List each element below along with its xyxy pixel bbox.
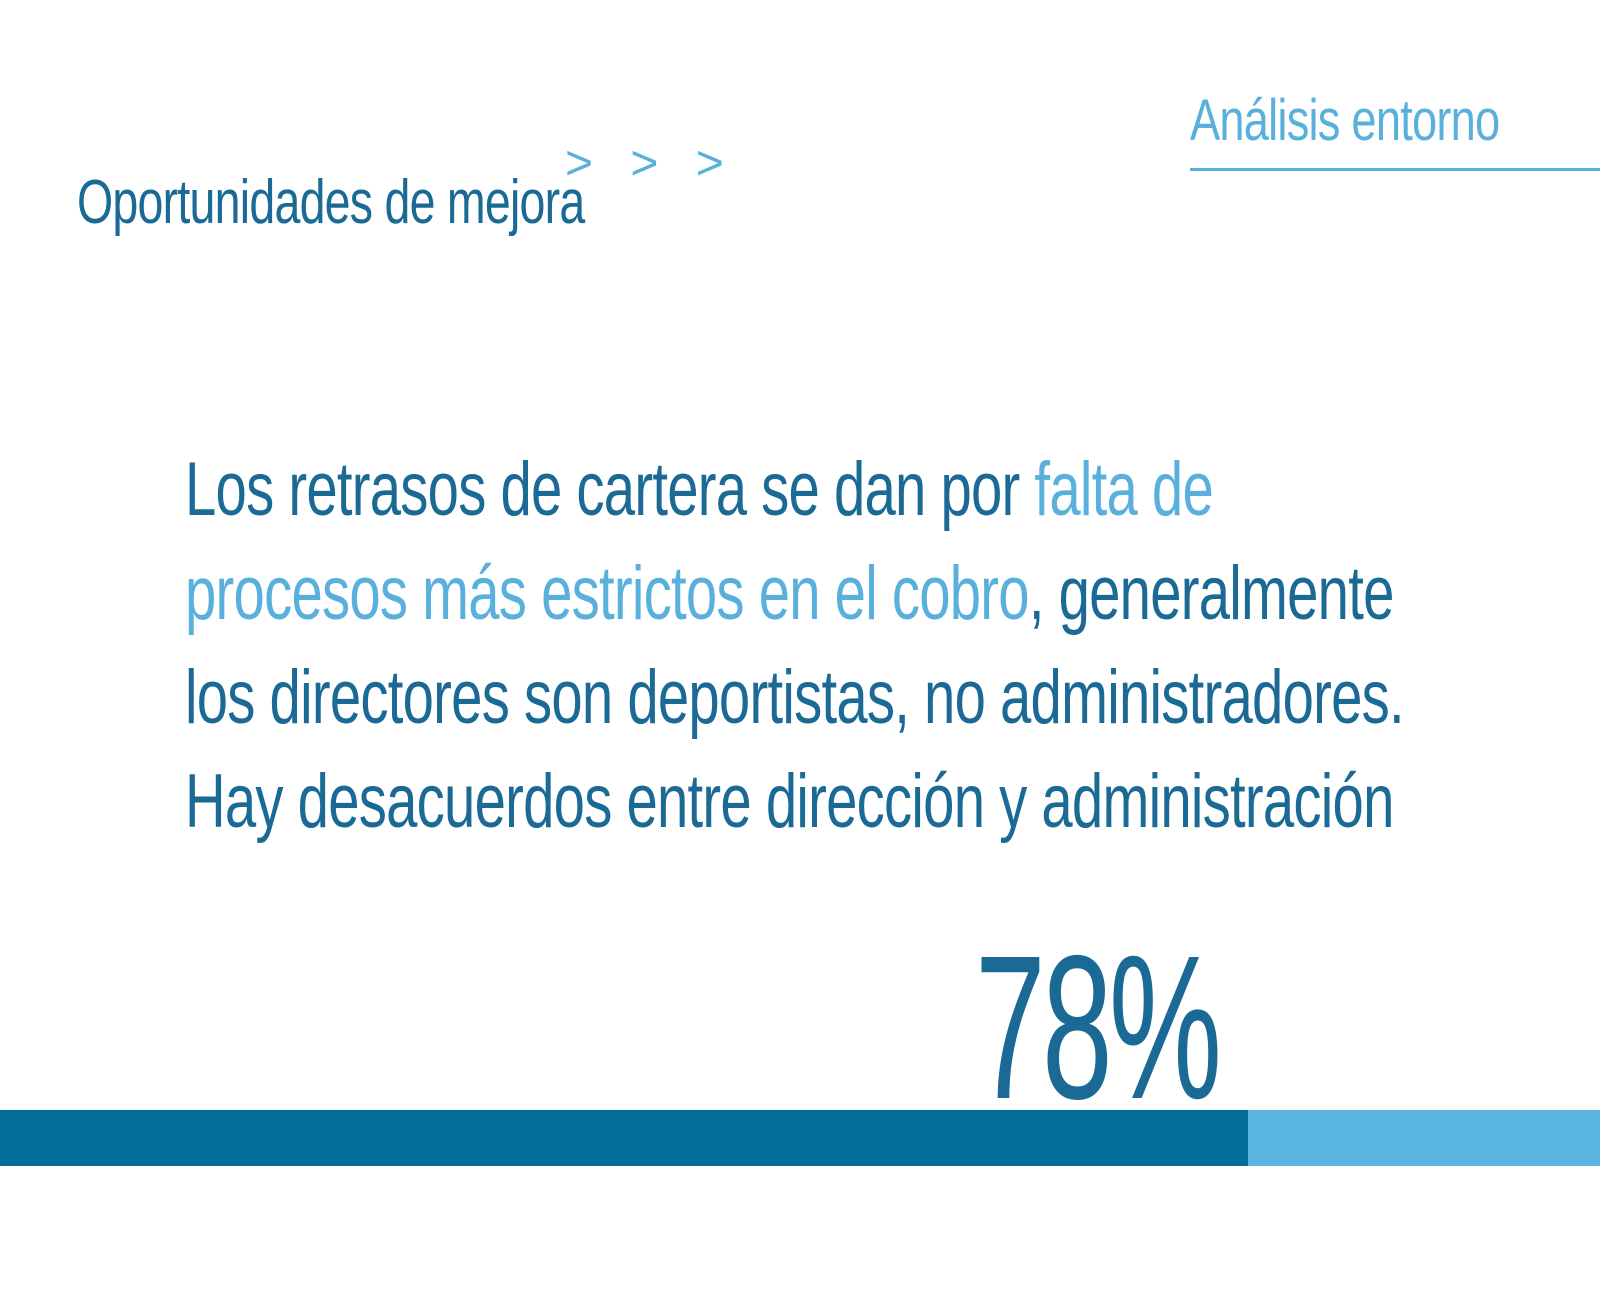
stat-percentage: 78%	[975, 913, 1222, 1142]
section-label: Análisis entorno	[1190, 88, 1500, 153]
progress-bar-track	[0, 1110, 1600, 1166]
statement-text: Los retrasos de cartera se dan por falta…	[185, 438, 1443, 854]
statement-part-2: , generalmente los directores son deport…	[185, 551, 1405, 844]
chevron-right-icon: > > >	[565, 137, 736, 190]
section-underline	[1190, 168, 1600, 171]
statement-part-1: Los retrasos de cartera se dan por	[185, 447, 1035, 532]
progress-bar-fill	[0, 1110, 1248, 1166]
page-title: Oportunidades de mejora	[77, 168, 585, 237]
statement-highlight: falta de procesos más estrictos en el co…	[185, 447, 1214, 636]
